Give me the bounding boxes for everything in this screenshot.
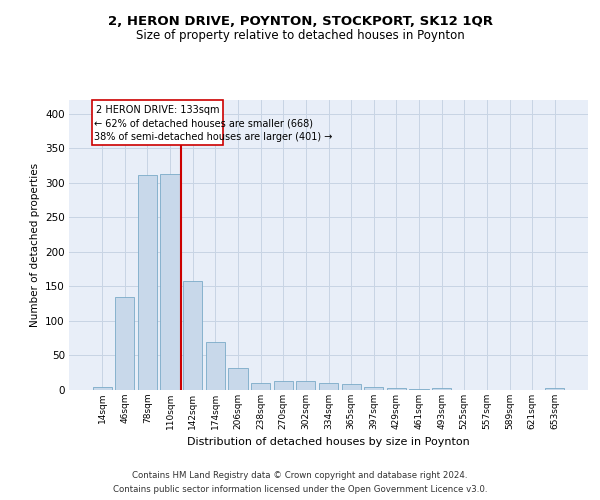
Text: Size of property relative to detached houses in Poynton: Size of property relative to detached ho… [136,30,464,43]
Bar [274,381,293,390]
Bar [229,368,248,390]
Bar [92,387,112,390]
Bar [206,342,225,390]
Bar [160,174,180,390]
FancyBboxPatch shape [92,100,223,145]
Bar [296,381,316,390]
Bar [319,383,338,390]
Bar [183,281,202,390]
Bar [115,297,134,390]
Text: 2, HERON DRIVE, POYNTON, STOCKPORT, SK12 1QR: 2, HERON DRIVE, POYNTON, STOCKPORT, SK12… [107,15,493,28]
Text: 2 HERON DRIVE: 133sqm: 2 HERON DRIVE: 133sqm [96,105,220,115]
Bar [138,176,157,390]
Text: Contains public sector information licensed under the Open Government Licence v3: Contains public sector information licen… [113,484,487,494]
Text: 38% of semi-detached houses are larger (401) →: 38% of semi-detached houses are larger (… [94,132,332,142]
Bar [251,383,270,390]
Bar [545,388,565,390]
Text: Contains HM Land Registry data © Crown copyright and database right 2024.: Contains HM Land Registry data © Crown c… [132,472,468,480]
Text: ← 62% of detached houses are smaller (668): ← 62% of detached houses are smaller (66… [94,118,313,128]
X-axis label: Distribution of detached houses by size in Poynton: Distribution of detached houses by size … [187,438,470,448]
Bar [432,388,451,390]
Bar [364,386,383,390]
Y-axis label: Number of detached properties: Number of detached properties [29,163,40,327]
Bar [387,388,406,390]
Bar [341,384,361,390]
Bar [409,388,428,390]
